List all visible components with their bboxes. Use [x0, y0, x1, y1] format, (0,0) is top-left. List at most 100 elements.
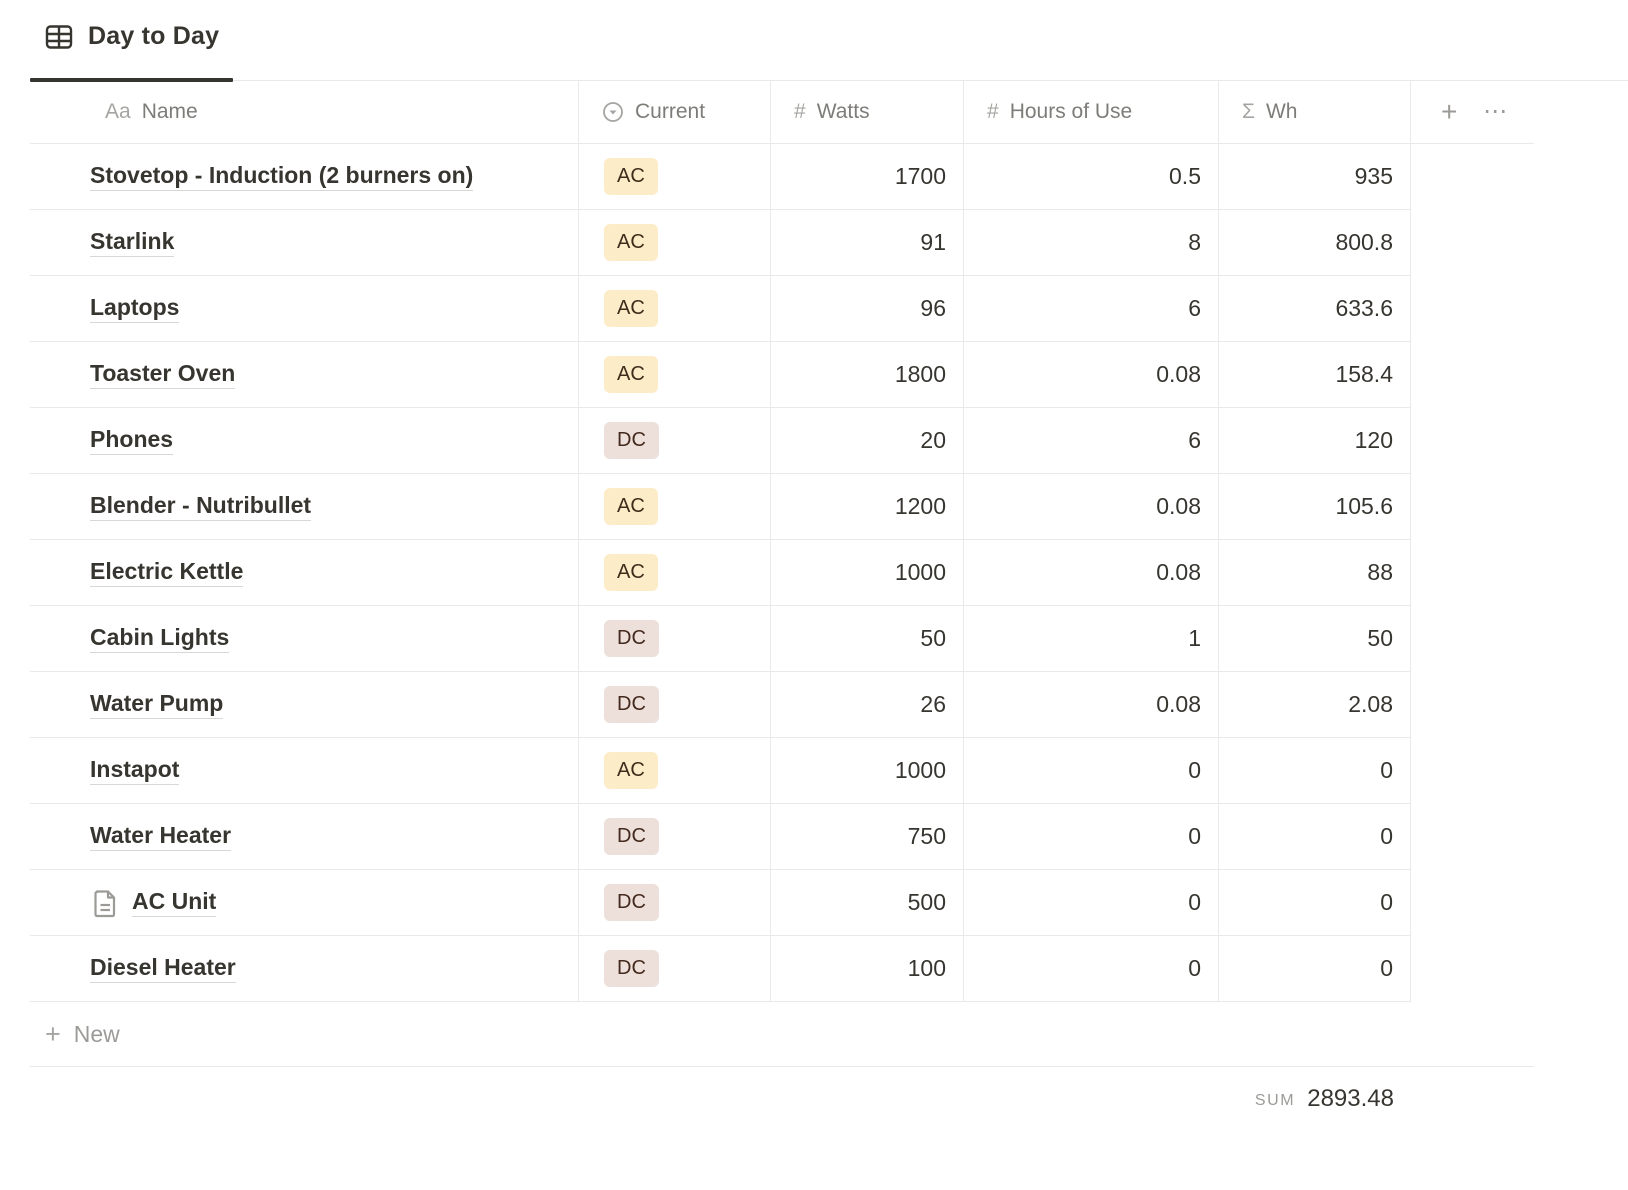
current-cell[interactable]: AC — [578, 474, 770, 540]
row-spacer-cell — [1410, 144, 1534, 210]
row-title[interactable]: Diesel Heater — [90, 954, 236, 983]
current-cell[interactable]: AC — [578, 276, 770, 342]
hours-cell[interactable]: 0 — [963, 804, 1218, 870]
current-cell[interactable]: AC — [578, 144, 770, 210]
row-title[interactable]: Cabin Lights — [90, 624, 230, 653]
wh-cell[interactable]: 0 — [1218, 804, 1410, 870]
wh-cell[interactable]: 935 — [1218, 144, 1410, 210]
row-title[interactable]: Stovetop - Induction (2 burners on) — [90, 162, 474, 191]
hours-cell[interactable]: 6 — [963, 276, 1218, 342]
current-cell[interactable]: DC — [578, 804, 770, 870]
current-cell[interactable]: AC — [578, 540, 770, 606]
hours-cell[interactable]: 1 — [963, 606, 1218, 672]
current-cell[interactable]: DC — [578, 936, 770, 1002]
column-header-wh[interactable]: Σ Wh — [1218, 81, 1410, 144]
name-cell[interactable]: Cabin Lights — [30, 606, 578, 672]
column-header-hours-of-use[interactable]: # Hours of Use — [963, 81, 1218, 144]
row-title[interactable]: Starlink — [90, 228, 175, 257]
name-cell[interactable]: Laptops — [30, 276, 578, 342]
table-row: AC Unit DC 500 0 0 — [30, 870, 1534, 936]
watts-cell[interactable]: 96 — [770, 276, 963, 342]
wh-cell[interactable]: 0 — [1218, 936, 1410, 1002]
column-header-current[interactable]: Current — [578, 81, 770, 144]
sum-value[interactable]: 2893.48 — [1307, 1085, 1394, 1112]
wh-cell[interactable]: 50 — [1218, 606, 1410, 672]
watts-cell[interactable]: 1000 — [770, 738, 963, 804]
hours-cell[interactable]: 8 — [963, 210, 1218, 276]
hours-cell[interactable]: 0 — [963, 870, 1218, 936]
wh-cell[interactable]: 633.6 — [1218, 276, 1410, 342]
row-title[interactable]: Toaster Oven — [90, 360, 236, 389]
row-title[interactable]: Electric Kettle — [90, 558, 244, 587]
watts-cell[interactable]: 26 — [770, 672, 963, 738]
hours-cell[interactable]: 0.08 — [963, 672, 1218, 738]
wh-cell[interactable]: 88 — [1218, 540, 1410, 606]
row-spacer-cell — [1410, 474, 1534, 540]
column-header-name[interactable]: Aa Name — [30, 81, 578, 144]
current-cell[interactable]: AC — [578, 738, 770, 804]
watts-cell[interactable]: 100 — [770, 936, 963, 1002]
row-title[interactable]: Phones — [90, 426, 174, 455]
watts-cell[interactable]: 500 — [770, 870, 963, 936]
name-cell[interactable]: Toaster Oven — [30, 342, 578, 408]
row-title[interactable]: Laptops — [90, 294, 180, 323]
row-spacer-cell — [1410, 540, 1534, 606]
watts-cell[interactable]: 20 — [770, 408, 963, 474]
current-tag: AC — [604, 752, 658, 789]
row-title[interactable]: AC Unit — [132, 888, 217, 917]
hours-cell[interactable]: 0 — [963, 738, 1218, 804]
name-cell[interactable]: Instapot — [30, 738, 578, 804]
wh-cell[interactable]: 800.8 — [1218, 210, 1410, 276]
watts-cell[interactable]: 1200 — [770, 474, 963, 540]
current-tag: DC — [604, 884, 659, 921]
name-cell[interactable]: Electric Kettle — [30, 540, 578, 606]
name-cell[interactable]: Diesel Heater — [30, 936, 578, 1002]
hours-cell[interactable]: 0.5 — [963, 144, 1218, 210]
name-cell[interactable]: Starlink — [30, 210, 578, 276]
row-title[interactable]: Water Pump — [90, 690, 224, 719]
name-cell[interactable]: Blender - Nutribullet — [30, 474, 578, 540]
wh-cell[interactable]: 0 — [1218, 870, 1410, 936]
wh-cell[interactable]: 0 — [1218, 738, 1410, 804]
table-options-button[interactable]: ⋯ — [1483, 98, 1508, 125]
wh-cell[interactable]: 2.08 — [1218, 672, 1410, 738]
wh-cell[interactable]: 120 — [1218, 408, 1410, 474]
hours-cell[interactable]: 6 — [963, 408, 1218, 474]
tab-day-to-day[interactable]: Day to Day — [30, 0, 234, 82]
row-title[interactable]: Blender - Nutribullet — [90, 492, 312, 521]
watts-cell[interactable]: 50 — [770, 606, 963, 672]
current-cell[interactable]: DC — [578, 408, 770, 474]
current-cell[interactable]: AC — [578, 342, 770, 408]
name-cell[interactable]: Phones — [30, 408, 578, 474]
table-row: Electric Kettle AC 1000 0.08 88 — [30, 540, 1534, 606]
row-title[interactable]: Water Heater — [90, 822, 232, 851]
wh-cell[interactable]: 105.6 — [1218, 474, 1410, 540]
current-cell[interactable]: DC — [578, 672, 770, 738]
add-column-button[interactable]: + — [1441, 96, 1458, 127]
current-tag: AC — [604, 158, 658, 195]
current-cell[interactable]: AC — [578, 210, 770, 276]
watts-cell[interactable]: 750 — [770, 804, 963, 870]
watts-cell[interactable]: 91 — [770, 210, 963, 276]
name-cell[interactable]: Stovetop - Induction (2 burners on) — [30, 144, 578, 210]
name-cell[interactable]: Water Pump — [30, 672, 578, 738]
title-property-icon: Aa — [105, 100, 131, 123]
table-row: Starlink AC 91 8 800.8 — [30, 210, 1534, 276]
hours-cell[interactable]: 0 — [963, 936, 1218, 1002]
column-header-watts[interactable]: # Watts — [770, 81, 963, 144]
watts-cell[interactable]: 1000 — [770, 540, 963, 606]
watts-cell[interactable]: 1800 — [770, 342, 963, 408]
hours-cell[interactable]: 0.08 — [963, 540, 1218, 606]
current-cell[interactable]: DC — [578, 606, 770, 672]
table-row: Instapot AC 1000 0 0 — [30, 738, 1534, 804]
name-cell[interactable]: AC Unit — [30, 870, 578, 936]
sum-label[interactable]: SUM — [1254, 1092, 1296, 1109]
row-title[interactable]: Instapot — [90, 756, 180, 785]
new-row-button[interactable]: + New — [30, 1002, 1534, 1067]
hours-cell[interactable]: 0.08 — [963, 342, 1218, 408]
current-cell[interactable]: DC — [578, 870, 770, 936]
watts-cell[interactable]: 1700 — [770, 144, 963, 210]
wh-cell[interactable]: 158.4 — [1218, 342, 1410, 408]
hours-cell[interactable]: 0.08 — [963, 474, 1218, 540]
name-cell[interactable]: Water Heater — [30, 804, 578, 870]
